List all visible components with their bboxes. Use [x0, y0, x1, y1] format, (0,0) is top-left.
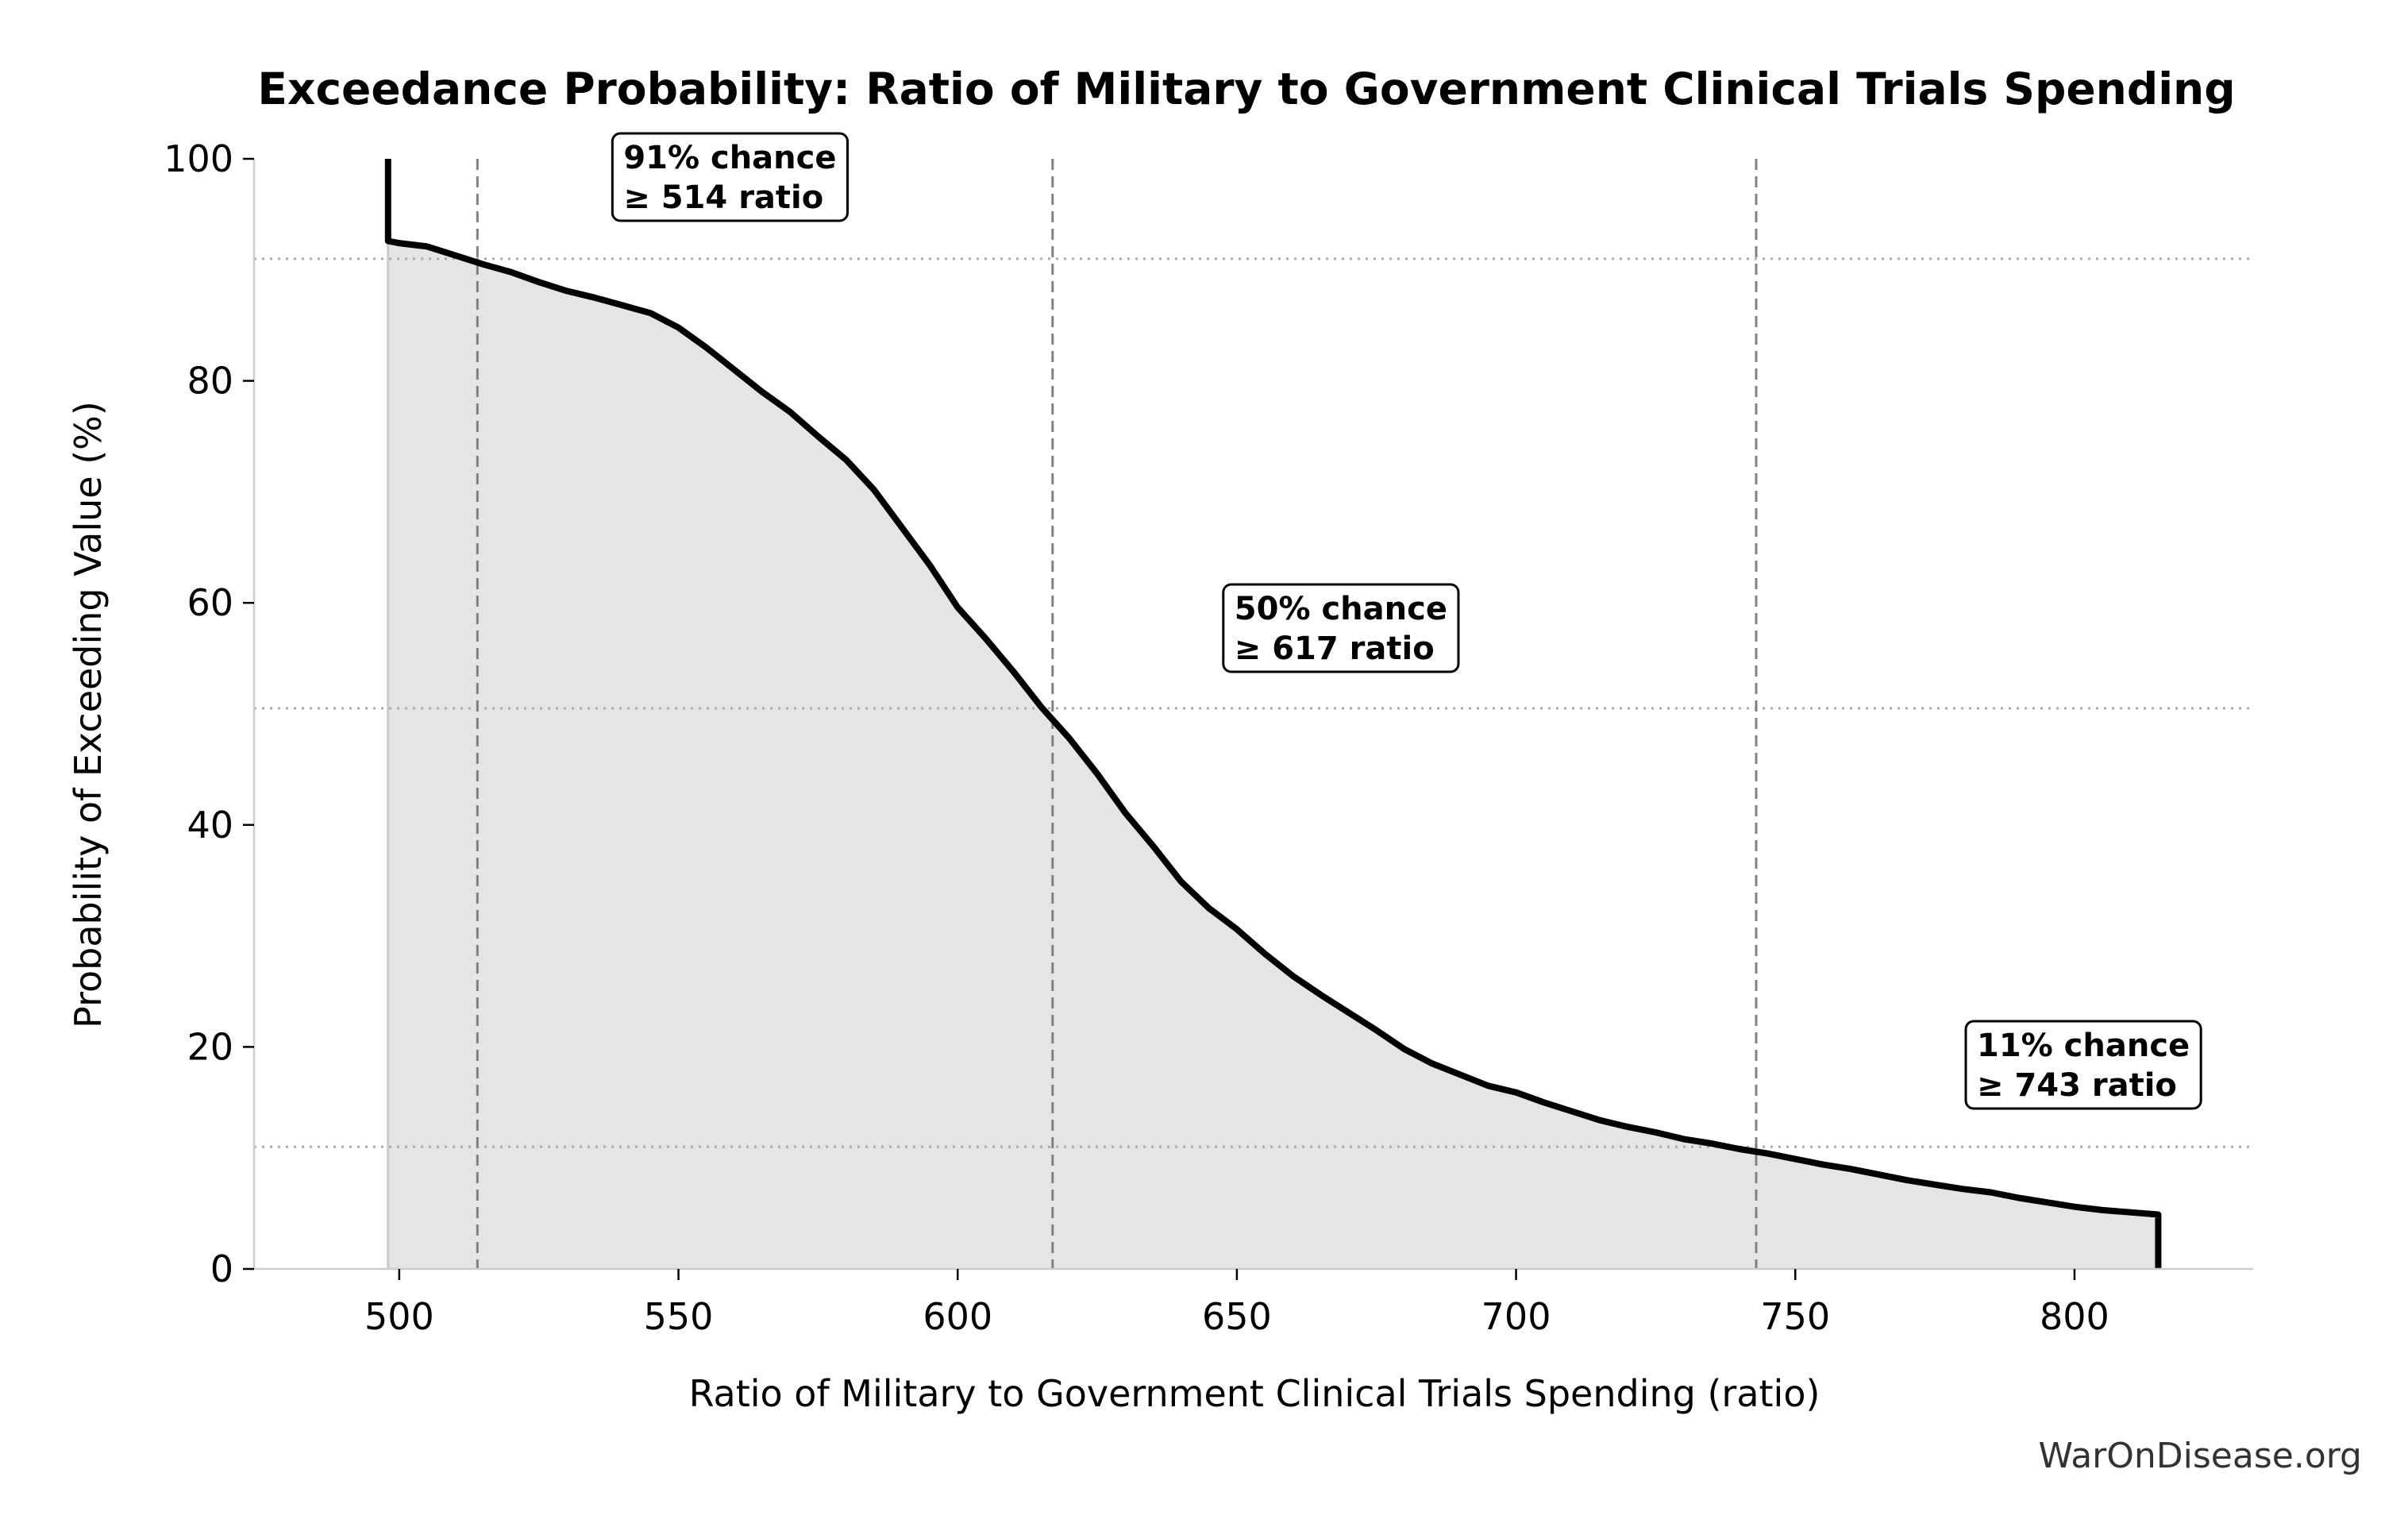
x-axis-ticks: 500 550 600 650 700 750 800 [364, 1269, 2109, 1338]
y-tick-label: 80 [187, 360, 233, 403]
annotation-chance: 11% chance [1977, 1028, 2190, 1064]
y-tick-label: 100 [164, 137, 233, 180]
x-tick-label: 650 [1202, 1295, 1272, 1338]
annotation-ratio: ≥ 514 ratio [623, 179, 823, 216]
watermark-text: WarOnDisease.org [2039, 1436, 2362, 1476]
annotation-frame [1222, 583, 1460, 673]
y-tick-label: 20 [187, 1025, 233, 1068]
x-tick-label: 550 [644, 1295, 714, 1338]
annotation-ratio: ≥ 743 ratio [1977, 1067, 2177, 1104]
annotation-frame [1964, 1020, 2202, 1110]
x-tick-label: 800 [2040, 1295, 2109, 1338]
y-axis-ticks: 0 20 40 60 80 100 [164, 137, 254, 1290]
x-tick-label: 750 [1760, 1295, 1830, 1338]
annotation-box: 50% chance ≥ 617 ratio [1222, 583, 1460, 673]
x-tick-label: 600 [923, 1295, 992, 1338]
x-tick-label: 500 [364, 1295, 434, 1338]
x-axis-label: Ratio of Military to Government Clinical… [689, 1372, 1820, 1415]
y-tick-label: 0 [210, 1248, 233, 1290]
annotation-box: 91% chance≥ 514 ratio [611, 132, 850, 222]
percentile-reference-lines [476, 159, 1758, 1269]
annotation-frame [611, 132, 850, 222]
annotations: 91% chance≥ 514 ratio 50% chance ≥ 617 rat… [611, 132, 2202, 1110]
plot-area: 500 550 600 650 700 750 800 0 20 40 60 80 100 91% c… [164, 132, 2253, 1338]
annotation-chance: 50% chance [1235, 591, 1447, 627]
y-axis-label: Probability of Exceeding Value (%) [67, 401, 110, 1028]
y-tick-label: 60 [187, 581, 233, 624]
y-tick-label: 40 [187, 804, 233, 846]
x-tick-label: 700 [1481, 1295, 1551, 1338]
exceedance-area [387, 159, 2159, 1269]
annotation-box: 11% chance≥ 743 ratio [1964, 1020, 2202, 1110]
annotation-chance: 91% chance [623, 140, 836, 176]
annotation-ratio: ≥ 617 ratio [1235, 631, 1435, 667]
chart-title: Exceedance Probability: Ratio of Militar… [257, 64, 2235, 114]
exceedance-curve [384, 159, 2162, 1269]
